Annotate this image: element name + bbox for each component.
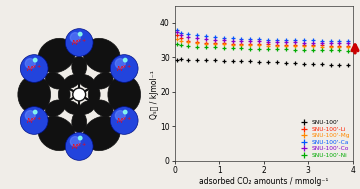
Circle shape — [111, 55, 138, 82]
Text: $M^{x+}$: $M^{x+}$ — [116, 64, 132, 74]
Text: $M^{x+}$: $M^{x+}$ — [71, 142, 87, 152]
PathPatch shape — [72, 112, 87, 133]
Circle shape — [78, 32, 82, 36]
PathPatch shape — [58, 86, 70, 103]
PathPatch shape — [78, 75, 95, 88]
Circle shape — [111, 107, 138, 134]
Circle shape — [70, 137, 80, 146]
Legend: SNU-100', SNU-100'-Li, SNU-100'-Mg, SNU-100'-Ca, SNU-100'-Co, SNU-100'-Ni: SNU-100', SNU-100'-Li, SNU-100'-Mg, SNU-… — [298, 120, 350, 158]
Circle shape — [20, 107, 48, 134]
PathPatch shape — [45, 72, 65, 89]
Text: $M^{x+}$: $M^{x+}$ — [116, 116, 132, 126]
X-axis label: adsorbed CO₂ amounts / mmolg⁻¹: adsorbed CO₂ amounts / mmolg⁻¹ — [199, 177, 328, 186]
PathPatch shape — [18, 76, 50, 113]
PathPatch shape — [93, 72, 113, 89]
Circle shape — [20, 55, 48, 82]
Circle shape — [25, 59, 35, 69]
Circle shape — [33, 58, 37, 62]
Circle shape — [78, 136, 82, 140]
PathPatch shape — [38, 116, 75, 151]
PathPatch shape — [78, 101, 95, 114]
PathPatch shape — [63, 101, 80, 114]
PathPatch shape — [63, 75, 80, 88]
PathPatch shape — [45, 100, 65, 117]
Circle shape — [73, 88, 86, 101]
Text: $M^{x+}$: $M^{x+}$ — [71, 38, 87, 48]
Circle shape — [115, 111, 125, 121]
PathPatch shape — [38, 38, 75, 73]
Text: $M^{x+}$: $M^{x+}$ — [26, 116, 42, 126]
PathPatch shape — [108, 76, 140, 113]
PathPatch shape — [72, 56, 87, 77]
Text: Qₛ₟ / kJmol⁻¹: Qₛ₟ / kJmol⁻¹ — [150, 70, 159, 119]
Circle shape — [115, 59, 125, 69]
Circle shape — [66, 29, 93, 56]
PathPatch shape — [93, 100, 113, 117]
Circle shape — [25, 111, 35, 121]
PathPatch shape — [88, 86, 100, 103]
Circle shape — [123, 110, 127, 114]
Circle shape — [33, 110, 37, 114]
PathPatch shape — [83, 38, 120, 73]
Text: $M^{x+}$: $M^{x+}$ — [26, 64, 42, 74]
Circle shape — [66, 133, 93, 160]
Circle shape — [123, 58, 127, 62]
PathPatch shape — [83, 116, 120, 151]
Circle shape — [70, 33, 80, 43]
